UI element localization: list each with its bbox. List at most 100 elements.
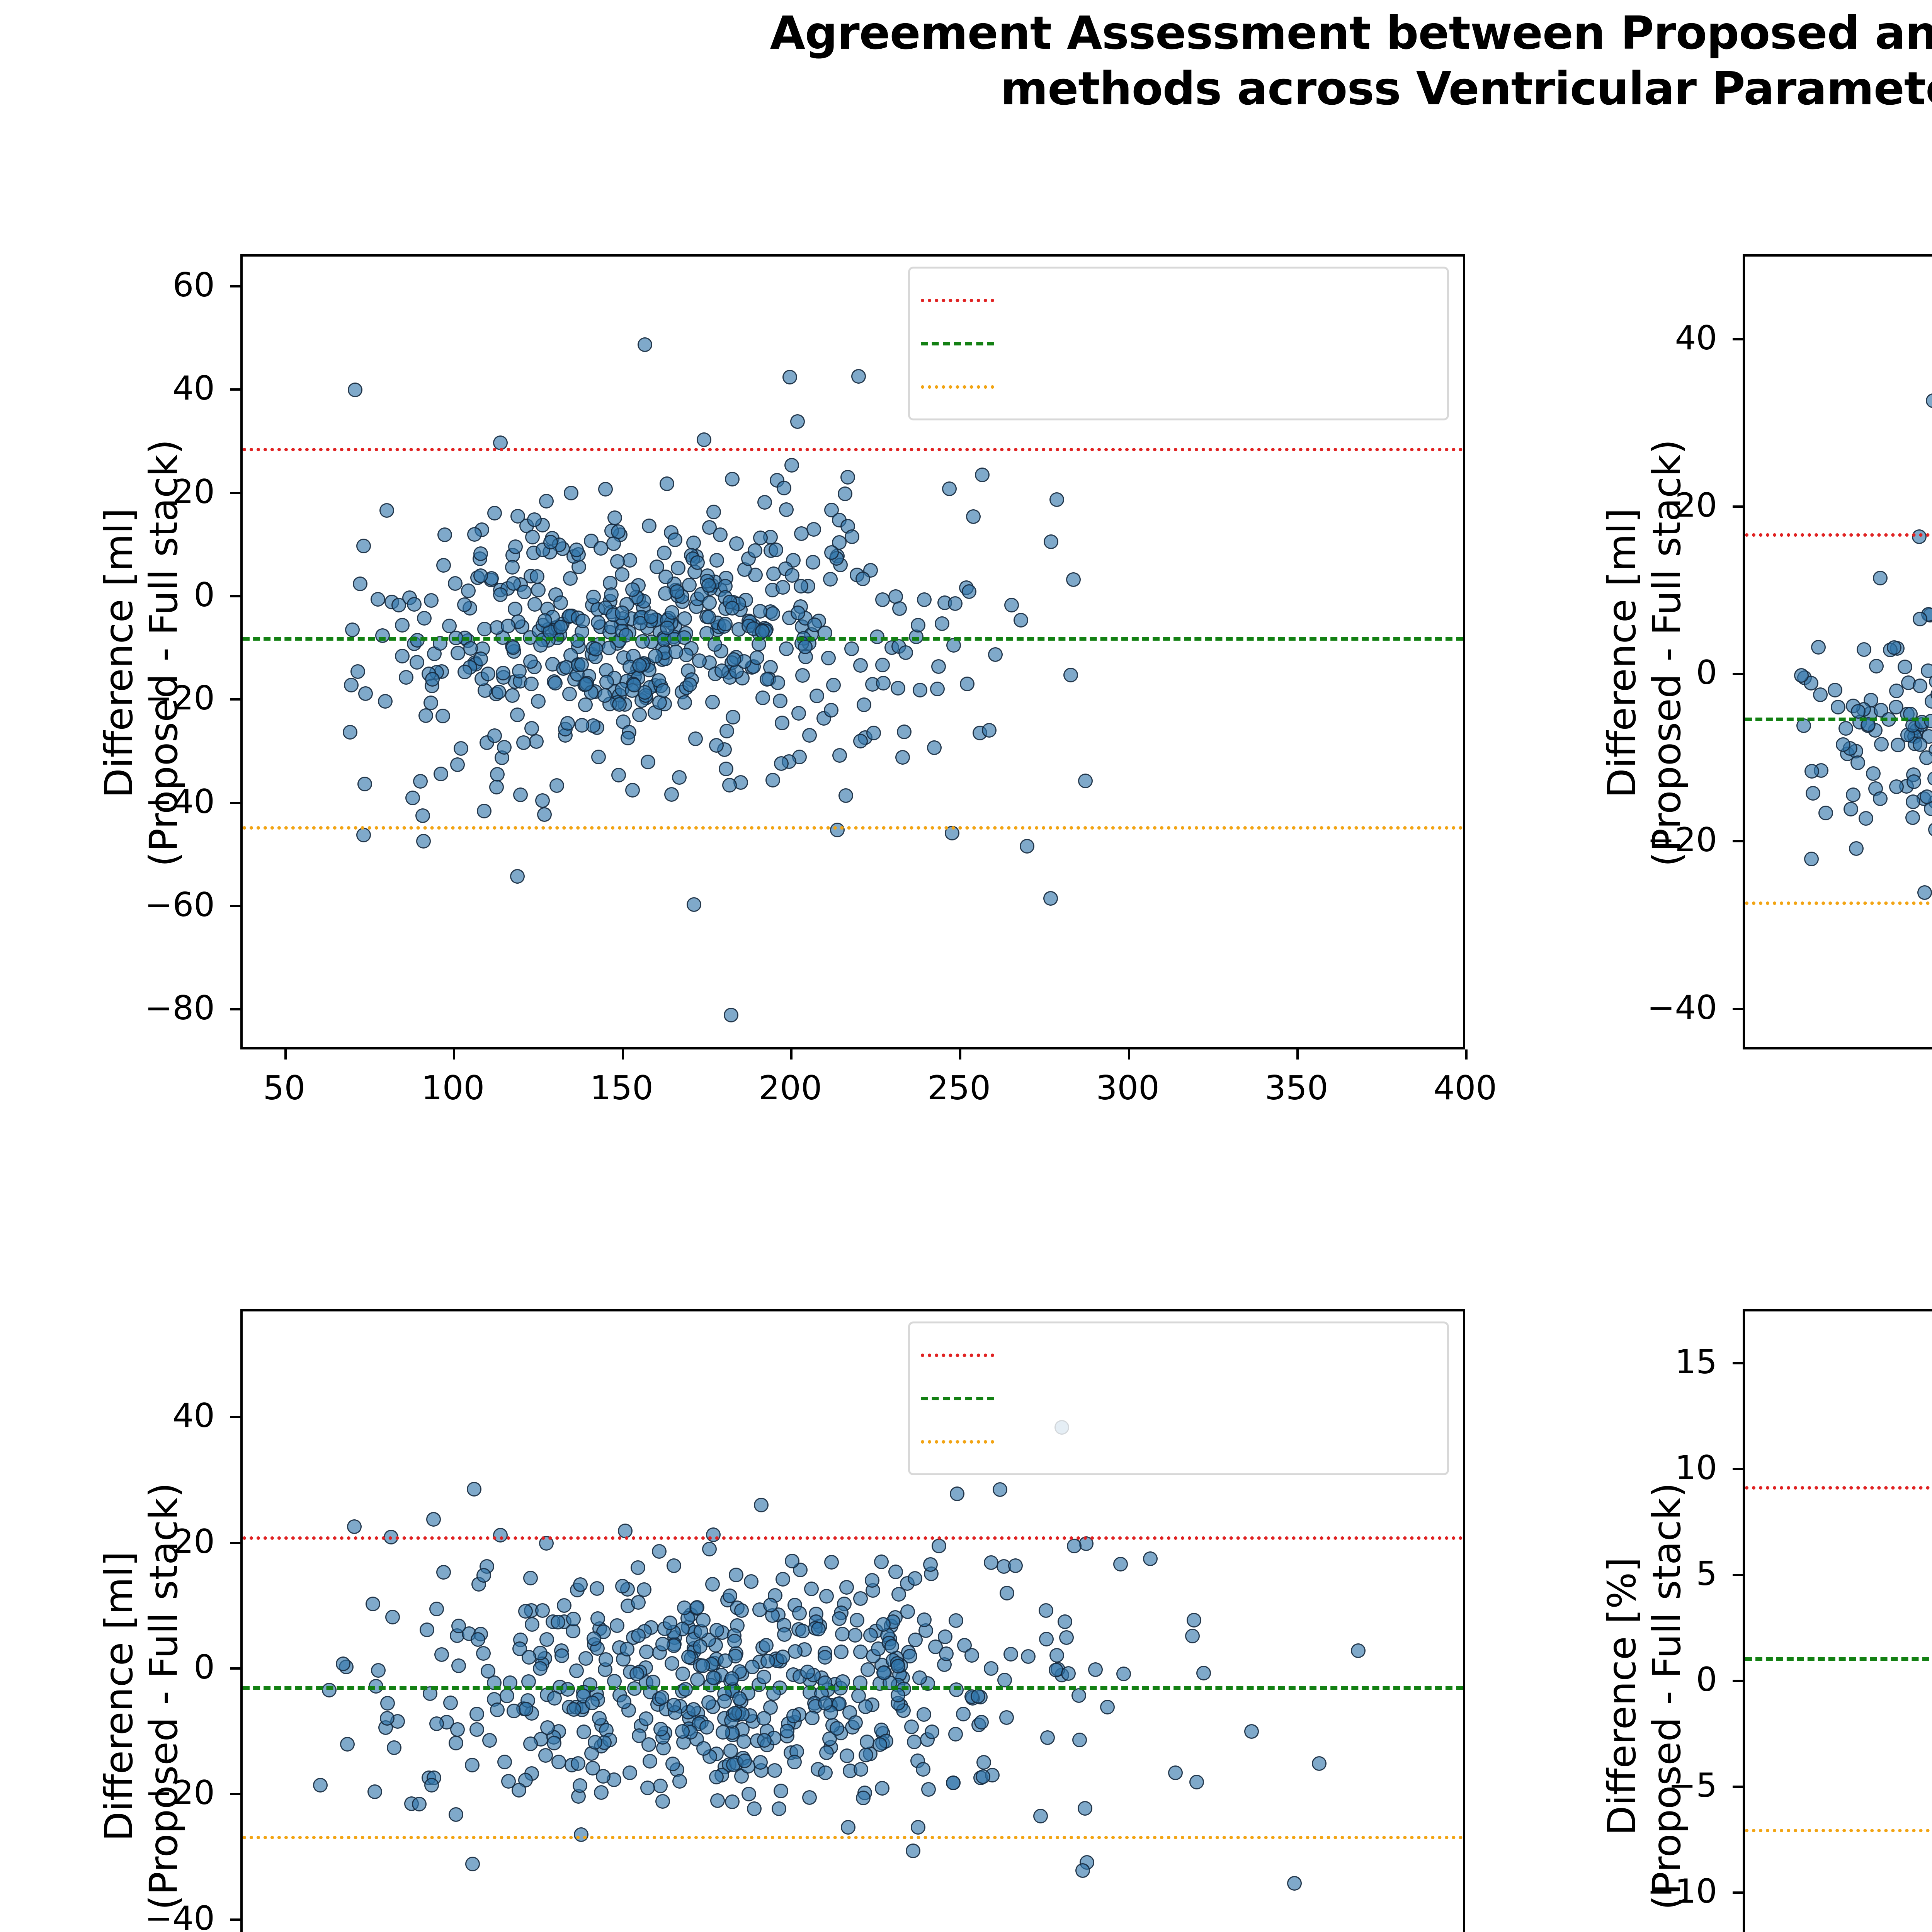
scatter-point — [982, 723, 997, 738]
scatter-point — [516, 735, 531, 750]
scatter-point — [451, 1658, 466, 1673]
scatter-point — [736, 1734, 751, 1749]
y-tick-edv — [230, 801, 240, 804]
plot-area-esv — [1743, 254, 1932, 1049]
scatter-point — [667, 532, 682, 547]
scatter-point — [453, 741, 468, 756]
scatter-point — [604, 587, 619, 602]
scatter-point — [487, 728, 502, 743]
scatter-point — [1185, 1629, 1200, 1644]
scatter-point — [395, 617, 410, 633]
scatter-point — [495, 666, 510, 680]
scatter-point — [696, 1741, 711, 1756]
scatter-point — [344, 677, 359, 692]
scatter-point — [745, 1660, 760, 1675]
scatter-point — [658, 569, 673, 584]
scatter-point — [1067, 1538, 1082, 1553]
scatter-point — [957, 1638, 972, 1653]
y-axis-label-line2-sv: (Proposed - Full stack) — [141, 1482, 186, 1910]
scatter-point — [835, 1626, 850, 1641]
scatter-point — [511, 1783, 526, 1798]
y-tick-label-sv: 40 — [172, 1396, 215, 1435]
y-tick-label-edv: −80 — [145, 989, 215, 1028]
y-tick-label-edv: −40 — [145, 782, 215, 821]
upper-limit-line-ef — [1745, 1486, 1932, 1490]
scatter-point — [988, 647, 1003, 662]
scatter-point — [755, 690, 770, 705]
y-axis-label-line1-edv: Difference [ml] — [96, 508, 141, 798]
scatter-point — [413, 774, 428, 789]
y-tick-edv — [230, 285, 240, 288]
scatter-point — [840, 469, 855, 485]
scatter-point — [892, 601, 907, 616]
scatter-point — [931, 1538, 946, 1553]
scatter-point — [1075, 1863, 1090, 1878]
upper-limit-line-esv — [1745, 533, 1932, 537]
scatter-point — [1866, 766, 1881, 781]
y-tick-sv — [230, 1541, 240, 1544]
scatter-point — [1838, 721, 1853, 736]
scatter-point — [423, 593, 439, 608]
scatter-point — [594, 1785, 609, 1800]
legend-swatch-bias-icon — [921, 1396, 994, 1400]
x-tick-label-edv: 300 — [1096, 1069, 1160, 1107]
scatter-point — [947, 596, 963, 611]
y-tick-ef — [1733, 1785, 1743, 1788]
scatter-point — [848, 1715, 863, 1730]
scatter-point — [524, 676, 539, 691]
legend-item-bias — [921, 322, 1434, 365]
scatter-point — [1927, 771, 1932, 786]
scatter-point — [530, 569, 545, 584]
scatter-point — [566, 1702, 581, 1717]
scatter-point — [956, 1707, 971, 1722]
scatter-point — [512, 664, 527, 679]
scatter-point — [774, 716, 789, 731]
scatter-series-esv — [1745, 257, 1932, 1047]
bias-limit-line-ef — [1745, 1657, 1932, 1661]
scatter-point — [1913, 679, 1928, 694]
scatter-point — [641, 755, 656, 770]
scatter-point — [358, 686, 373, 701]
x-tick-label-edv: 50 — [263, 1069, 306, 1107]
scatter-point — [888, 1565, 903, 1580]
bias-limit-line-edv — [243, 637, 1463, 641]
scatter-point — [1928, 822, 1932, 837]
scatter-point — [773, 1783, 788, 1798]
scatter-point — [510, 707, 525, 722]
scatter-point — [917, 1612, 932, 1627]
scatter-point — [716, 1725, 731, 1740]
scatter-point — [857, 697, 872, 712]
scatter-point — [448, 1807, 463, 1822]
scatter-point — [855, 1791, 871, 1806]
scatter-point — [578, 1651, 593, 1666]
scatter-point — [1906, 794, 1921, 809]
scatter-point — [849, 1612, 864, 1628]
scatter-point — [884, 1639, 899, 1654]
scatter-point — [508, 539, 523, 554]
x-tick-label-edv: 400 — [1433, 1069, 1497, 1107]
x-tick-label-edv: 150 — [590, 1069, 653, 1107]
scatter-point — [1063, 668, 1078, 683]
y-axis-label-line1-sv: Difference [ml] — [96, 1551, 141, 1842]
scatter-point — [510, 509, 525, 524]
scatter-point — [1113, 1556, 1128, 1571]
scatter-point — [429, 1601, 444, 1616]
y-tick-ef — [1733, 1573, 1743, 1576]
scatter-point — [599, 1652, 614, 1667]
scatter-point — [525, 530, 540, 545]
scatter-point — [724, 600, 740, 616]
scatter-point — [489, 779, 504, 794]
scatter-point — [992, 1482, 1007, 1497]
scatter-point — [997, 1672, 1012, 1687]
scatter-point — [1843, 801, 1858, 816]
y-tick-ef — [1733, 1679, 1743, 1682]
scatter-series-ef — [1745, 1311, 1932, 1932]
scatter-point — [356, 827, 371, 842]
y-tick-edv — [230, 905, 240, 907]
scatter-point — [675, 1724, 690, 1739]
scatter-point — [655, 1690, 669, 1705]
scatter-point — [819, 1745, 834, 1760]
scatter-point — [574, 718, 589, 733]
y-tick-label-edv: 40 — [172, 369, 215, 408]
scatter-point — [527, 512, 542, 527]
